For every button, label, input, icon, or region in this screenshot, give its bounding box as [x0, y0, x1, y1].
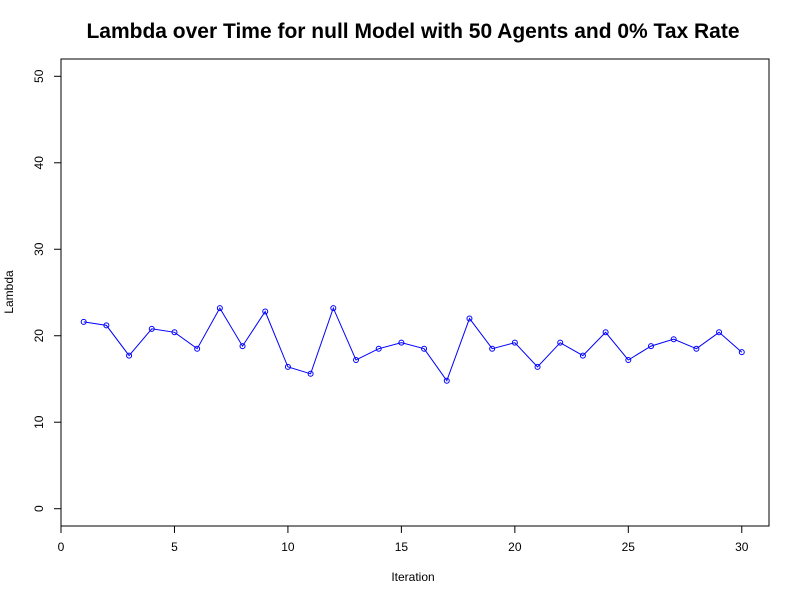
data-point	[602, 329, 609, 336]
y-tick-label: 0	[32, 505, 46, 512]
data-point	[693, 345, 700, 352]
data-point	[262, 308, 269, 315]
data-point	[103, 322, 110, 329]
y-tick-label: 50	[32, 69, 46, 83]
data-point	[194, 345, 201, 352]
y-tick-label: 40	[32, 156, 46, 170]
data-point	[353, 356, 359, 363]
y-tick-label: 20	[32, 329, 46, 343]
x-tick-label: 15	[395, 540, 409, 554]
x-tick-label: 25	[622, 540, 636, 554]
data-point	[375, 345, 382, 352]
y-axis-label: Lambda	[2, 270, 16, 314]
x-axis: 0 5 10 15 20 25 30	[58, 525, 749, 554]
data-point	[557, 339, 564, 346]
x-tick-label: 30	[735, 540, 749, 554]
data-point	[307, 370, 314, 377]
data-point	[716, 329, 723, 336]
chart-title: Lambda over Time for null Model with 50 …	[86, 20, 739, 43]
x-tick-label: 5	[171, 540, 178, 554]
data-point	[489, 345, 496, 352]
data-point	[171, 329, 178, 336]
series-points	[80, 305, 745, 384]
data-point	[466, 315, 473, 322]
data-point	[216, 305, 223, 312]
data-point	[625, 356, 632, 363]
y-tick-label: 30	[32, 242, 46, 256]
data-point	[148, 325, 155, 332]
series-line	[83, 306, 743, 382]
data-point	[398, 339, 405, 346]
data-point	[511, 339, 518, 346]
data-point	[284, 363, 291, 370]
x-tick-label: 20	[508, 540, 522, 554]
x-tick-label: 0	[58, 540, 65, 554]
data-point	[648, 343, 654, 350]
data-point	[330, 305, 337, 312]
data-point	[670, 336, 677, 343]
data-point	[239, 343, 246, 350]
data-point	[534, 363, 541, 370]
data-point	[126, 352, 133, 359]
data-point	[579, 352, 586, 359]
data-point	[738, 349, 745, 356]
x-axis-label: Iteration	[391, 570, 434, 584]
y-tick-label: 10	[32, 415, 46, 429]
data-point	[443, 377, 450, 384]
plot-frame	[60, 58, 770, 527]
y-axis: 0 10 20 30 40 50	[32, 69, 62, 512]
x-tick-label: 10	[281, 540, 295, 554]
data-point	[80, 318, 87, 325]
data-point	[421, 345, 428, 352]
